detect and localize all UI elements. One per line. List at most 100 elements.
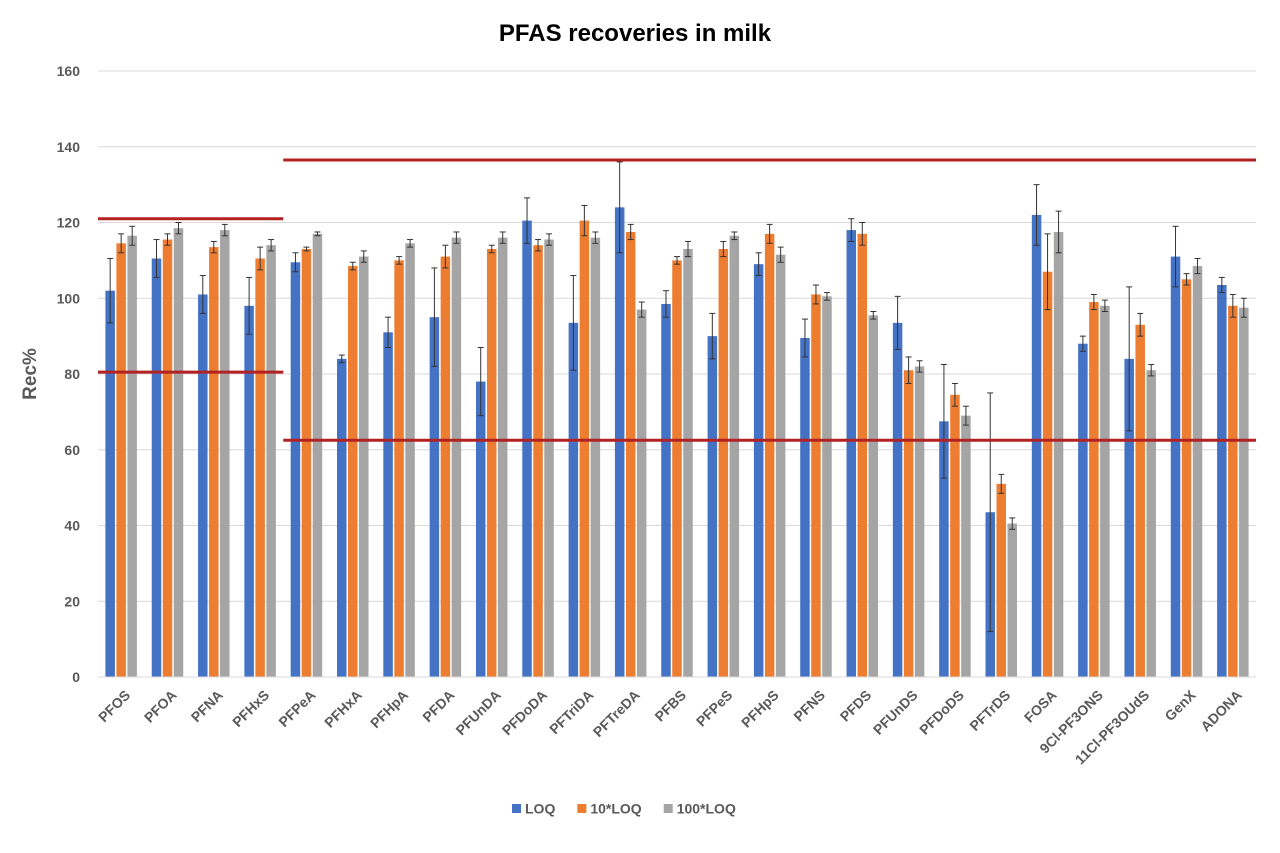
y-tick-label: 20 [64, 593, 80, 609]
bar [614, 207, 625, 677]
y-tick-label: 140 [57, 139, 81, 155]
bar [1053, 231, 1064, 677]
bar [822, 296, 832, 677]
bar [151, 258, 162, 677]
bar [1135, 324, 1145, 677]
bar [533, 245, 543, 677]
x-tick-label: PFTriDA [546, 687, 596, 737]
x-tick-label: PFDS [837, 687, 875, 725]
x-tick-label: PFDA [419, 687, 457, 725]
x-tick-label: PFTrDS [966, 687, 1013, 734]
bar [383, 332, 393, 677]
y-tick-label: 60 [64, 442, 80, 458]
bar [312, 233, 323, 678]
bar [914, 366, 925, 677]
bar [672, 260, 682, 677]
legend-swatch [512, 804, 521, 813]
y-axis-ticks: 0 20 40 60 80 100 120 140 160 [57, 63, 81, 685]
bar [590, 237, 601, 677]
bar [1217, 284, 1227, 677]
x-tick-label: PFDoDS [916, 687, 967, 738]
legend-swatch [663, 804, 673, 813]
legend-label: 100*LOQ [677, 801, 736, 817]
bar [429, 317, 440, 677]
x-tick-label: FOSA [1021, 687, 1060, 726]
legend-swatch [577, 804, 587, 813]
legend-label: 10*LOQ [590, 801, 641, 817]
bar [636, 309, 647, 677]
bar [753, 264, 764, 677]
x-axis-ticks: PFOS PFOA PFNA PFHxS PFPeA PFHxA PFHpA PFDAPFUn… [95, 686, 1245, 767]
bar [961, 415, 971, 677]
bar [405, 243, 415, 678]
y-tick-label: 120 [57, 215, 81, 231]
bar [1031, 214, 1042, 678]
bar [348, 266, 358, 677]
x-tick-label: PFHpA [367, 687, 411, 731]
bar [764, 233, 775, 678]
bar [775, 254, 786, 677]
y-tick-label: 40 [64, 518, 80, 534]
reference-lines [98, 158, 1256, 442]
bar [394, 260, 404, 677]
bar [1078, 343, 1088, 677]
x-tick-label: GenX [1161, 686, 1199, 724]
bar [497, 237, 508, 677]
bar [451, 237, 462, 677]
x-tick-label: PFDoDA [499, 687, 550, 738]
bar [1100, 305, 1110, 677]
x-tick-label: PFNS [790, 687, 828, 725]
bar [996, 483, 1006, 677]
x-tick-label: ADONA [1197, 687, 1245, 735]
x-tick-label: PFPeA [275, 687, 318, 730]
bar [800, 338, 810, 677]
x-tick-label: PFPeS [693, 687, 736, 730]
bar [718, 249, 729, 677]
bar [579, 220, 590, 677]
y-tick-label: 100 [57, 290, 81, 306]
y-tick-label: 80 [64, 366, 80, 382]
legend: LOQ 10*LOQ 100*LOQ [512, 801, 736, 817]
bar [290, 262, 301, 677]
bar [198, 294, 208, 677]
x-tick-label: PFHpS [738, 687, 782, 731]
bar [359, 256, 369, 677]
bar [1239, 307, 1249, 677]
bar [939, 421, 949, 677]
x-tick-label: PFUnDS [870, 687, 921, 738]
bar [1042, 271, 1053, 677]
bar [1089, 302, 1099, 677]
bar [105, 290, 115, 677]
bar [544, 239, 554, 677]
bar [729, 235, 740, 677]
bar [337, 358, 347, 677]
bar [1146, 370, 1156, 677]
bar [220, 230, 230, 677]
bar [440, 256, 451, 677]
bar [707, 336, 718, 677]
bar [903, 370, 914, 677]
bar [1170, 256, 1181, 677]
bar [868, 315, 879, 677]
bars [105, 207, 1249, 678]
bar [846, 230, 857, 677]
bar [950, 394, 960, 677]
bar [1181, 279, 1192, 677]
bar [1228, 305, 1238, 677]
x-tick-label: PFHxA [321, 687, 365, 731]
x-tick-label: PFTreDA [590, 687, 643, 740]
y-tick-label: 0 [72, 669, 80, 685]
bar [162, 239, 173, 677]
bar [244, 305, 254, 677]
bar [266, 245, 276, 677]
bar [255, 258, 265, 677]
error-bars [107, 161, 1247, 633]
x-tick-label: PFHxS [229, 687, 272, 730]
x-tick-label: PFOA [141, 687, 180, 726]
y-tick-label: 160 [57, 63, 81, 79]
bar [857, 233, 868, 678]
bar [892, 322, 903, 677]
bar [209, 247, 219, 677]
bar [1007, 523, 1017, 677]
bar [625, 231, 636, 677]
